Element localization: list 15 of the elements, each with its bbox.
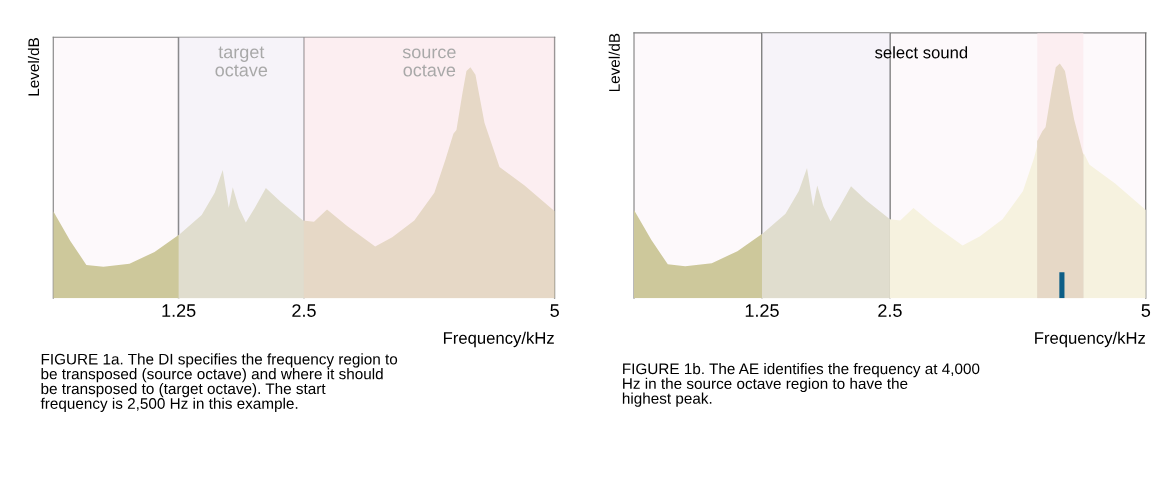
x-tick-label: 5 (1141, 304, 1151, 317)
x-axis-title: Frequency/kHz (443, 331, 554, 348)
x-tick-label: 2.5 (292, 304, 316, 317)
x-axis-title: Frequency/kHz (1035, 331, 1146, 348)
y-axis-title: Level/dB (27, 38, 40, 96)
y-axis-title: Level/dB (608, 33, 620, 92)
x-tick-label: 2.5 (878, 304, 902, 317)
caption: FIGURE 1b. The AE identifies the frequency at 4,000 Hz in the source octave region to have the highest peak. (622, 363, 980, 407)
text: select sound (875, 46, 968, 59)
x-tick-label: 1.25 (162, 304, 196, 317)
x-tick-label: 1.25 (745, 304, 779, 317)
x-tick-label: 5 (550, 304, 559, 317)
caption: FIGURE 1a. The DI specifies the frequency region to be transposed (source octave) and where it should be transposed to (target octave). The start frequency is 2,500 Hz in this example. (40, 353, 398, 412)
band-label: source octave (402, 48, 456, 77)
band-label: target octave (215, 46, 268, 77)
